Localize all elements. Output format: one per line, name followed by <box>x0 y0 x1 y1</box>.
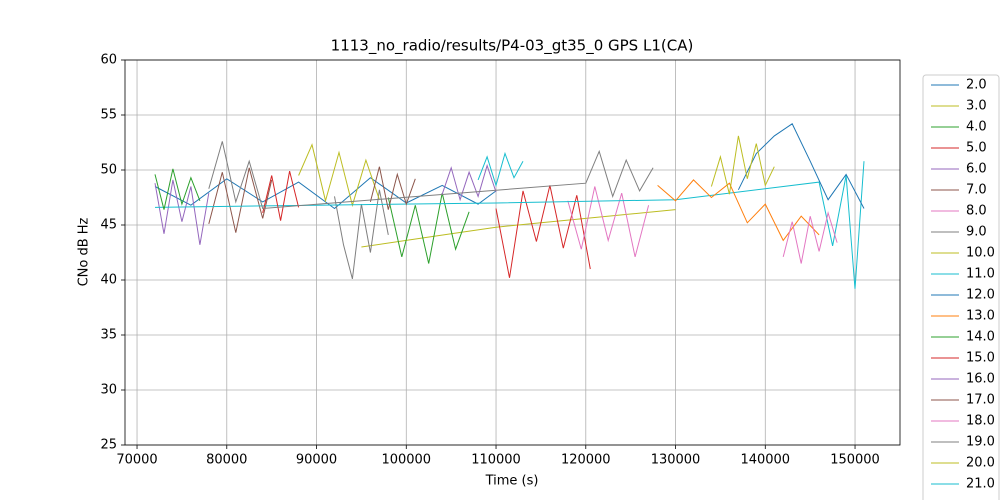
legend-label: 14.0 <box>966 330 995 345</box>
legend-label: 7.0 <box>966 183 987 198</box>
legend-label: 9.0 <box>966 225 987 240</box>
series-line <box>208 141 654 210</box>
series-line <box>387 192 470 264</box>
legend-label: 20.0 <box>966 456 995 471</box>
series-line <box>154 168 201 210</box>
legend-label: 8.0 <box>966 204 987 219</box>
x-axis-label: Time (s) <box>485 474 539 489</box>
series-line <box>154 179 210 245</box>
legend-label: 3.0 <box>966 99 987 114</box>
x-tick-label: 140000 <box>740 453 790 468</box>
legend-label: 19.0 <box>966 435 995 450</box>
legend-label: 15.0 <box>966 351 995 366</box>
legend-label: 17.0 <box>966 393 995 408</box>
legend-label: 5.0 <box>966 141 987 156</box>
series-line <box>441 163 497 202</box>
y-tick-label: 60 <box>100 53 117 68</box>
series-line <box>477 151 524 188</box>
series-line <box>710 135 775 195</box>
x-tick-label: 120000 <box>561 453 611 468</box>
x-tick-label: 70000 <box>116 453 157 468</box>
series-line <box>334 189 389 280</box>
legend-box <box>922 74 1000 500</box>
x-tick-label: 150000 <box>830 453 880 468</box>
series-line <box>262 170 300 221</box>
y-tick-label: 35 <box>100 328 117 343</box>
series-line <box>369 166 416 210</box>
legend-label: 13.0 <box>966 309 995 324</box>
chart-title: 1113_no_radio/results/P4-03_gt35_0 GPS L… <box>331 37 694 56</box>
y-axis-label: CNo dB Hz <box>77 217 92 286</box>
series-line <box>737 123 865 209</box>
y-tick-label: 25 <box>100 438 117 453</box>
x-tick-label: 110000 <box>471 453 521 468</box>
legend-label: 21.0 <box>966 477 995 492</box>
series-line <box>154 177 497 210</box>
legend-label: 10.0 <box>966 246 995 261</box>
legend-label: 4.0 <box>966 120 987 135</box>
series-line <box>361 209 676 248</box>
y-tick-label: 50 <box>100 163 117 178</box>
legend-label: 11.0 <box>966 267 995 282</box>
x-tick-label: 130000 <box>651 453 701 468</box>
series-line <box>298 143 380 208</box>
legend-label: 16.0 <box>966 372 995 387</box>
x-tick-label: 80000 <box>206 453 247 468</box>
x-tick-label: 90000 <box>296 453 337 468</box>
series-line <box>495 185 591 278</box>
legend-label: 6.0 <box>966 162 987 177</box>
series-line <box>782 210 838 264</box>
series-line <box>154 161 865 289</box>
series-line <box>567 186 650 258</box>
series-line <box>657 179 820 242</box>
y-tick-label: 55 <box>100 108 117 123</box>
x-tick-label: 100000 <box>381 453 431 468</box>
legend-label: 2.0 <box>966 78 987 93</box>
y-tick-label: 30 <box>100 383 117 398</box>
series-line <box>208 167 273 233</box>
y-tick-label: 40 <box>100 273 117 288</box>
legend-label: 12.0 <box>966 288 995 303</box>
y-tick-label: 45 <box>100 218 117 233</box>
legend-label: 18.0 <box>966 414 995 429</box>
plot-frame <box>124 59 901 446</box>
